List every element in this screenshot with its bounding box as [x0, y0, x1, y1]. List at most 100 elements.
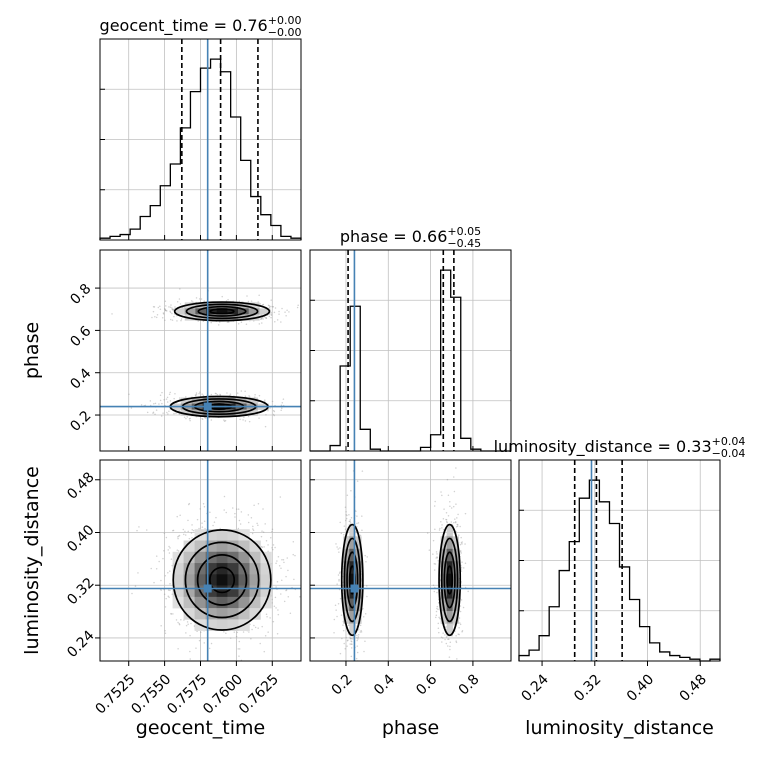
density-cell	[227, 540, 239, 553]
scatter-point	[276, 581, 279, 583]
scatter-point	[447, 664, 449, 666]
scatter-point	[155, 567, 158, 570]
scatter-point	[456, 658, 458, 660]
scatter-point	[337, 548, 339, 550]
scatter-point	[192, 529, 195, 532]
scatter-point	[453, 623, 456, 626]
scatter-point	[435, 614, 438, 617]
contour-line	[343, 537, 362, 623]
scatter-point	[128, 393, 130, 396]
scatter-point	[447, 645, 449, 647]
scatter-point	[450, 521, 453, 523]
scatter-point	[459, 550, 462, 552]
scatter-point	[359, 534, 362, 537]
scatter-point	[348, 520, 351, 523]
scatter-point	[302, 613, 304, 615]
scatter-point	[188, 418, 191, 420]
scatter-point	[343, 642, 345, 645]
y-tick-label: 0.4	[67, 365, 94, 392]
scatter-point	[165, 309, 167, 312]
scatter-point	[354, 664, 356, 666]
scatter-point	[184, 530, 186, 533]
scatter-point	[137, 572, 139, 574]
density-cell	[184, 302, 196, 309]
scatter-point	[196, 518, 199, 521]
scatter-point	[349, 522, 352, 524]
contour-line	[446, 565, 454, 595]
density-cell	[216, 585, 228, 598]
hist-bar	[330, 446, 340, 451]
density-cell	[452, 586, 459, 599]
scatter-point	[437, 559, 439, 562]
scatter-point	[167, 595, 170, 598]
scatter-point	[438, 631, 440, 634]
scatter-point	[237, 323, 240, 325]
density-cell	[446, 561, 453, 575]
scatter-point	[260, 317, 263, 320]
scatter-point	[163, 532, 166, 534]
scatter-point	[258, 417, 260, 419]
scatter-point	[161, 391, 163, 394]
scatter-point	[178, 298, 181, 300]
scatter-point	[189, 417, 191, 420]
hist-bar	[599, 502, 609, 661]
density-cell	[238, 574, 250, 586]
density-cell	[249, 540, 261, 553]
scatter-point	[262, 303, 265, 306]
contour-line	[440, 537, 459, 623]
scatter-point	[338, 578, 340, 581]
scatter-point	[360, 629, 362, 632]
scatter-point	[443, 675, 445, 677]
scatter-point	[197, 320, 199, 322]
scatter-point	[250, 300, 253, 302]
scatter-point	[366, 556, 368, 558]
scatter-point	[154, 402, 157, 405]
scatter-point	[208, 647, 211, 650]
scatter-point	[167, 549, 169, 551]
density-cell	[246, 409, 258, 416]
scatter-point	[349, 643, 351, 645]
scatter-point	[441, 527, 443, 529]
scatter-point	[168, 545, 170, 548]
title-sub: −0.45	[447, 237, 481, 250]
title-main: luminosity_distance = 0.33	[494, 437, 712, 457]
hist-bar	[620, 567, 630, 661]
scatter-point	[215, 516, 217, 519]
scatter-point	[131, 592, 133, 595]
density-cell	[216, 529, 228, 541]
scatter-point	[436, 605, 439, 608]
scatter-point	[335, 543, 337, 545]
scatter-point	[172, 309, 174, 311]
scatter-point	[262, 304, 264, 306]
scatter-point	[175, 412, 177, 414]
hist-bar	[231, 117, 241, 240]
scatter-point	[167, 571, 169, 574]
hist-bar	[431, 435, 441, 451]
scatter-point	[271, 400, 274, 403]
scatter-point	[336, 546, 338, 548]
density-cell	[194, 540, 206, 553]
scatter-point	[434, 528, 436, 531]
scatter-point	[213, 521, 216, 523]
scatter-point	[248, 420, 251, 423]
scatter-point	[340, 532, 343, 535]
scatter-point	[441, 641, 443, 643]
scatter-point	[162, 313, 165, 315]
scatter-point	[364, 612, 367, 615]
density-cell	[238, 608, 250, 620]
scatter-point	[436, 591, 438, 594]
density-cell	[227, 585, 239, 598]
scatter-point	[245, 323, 248, 326]
hist-bar	[660, 652, 670, 661]
scatter-point	[461, 541, 463, 543]
scatter-point	[350, 637, 353, 640]
scatter-point	[455, 641, 458, 644]
scatter-point	[237, 648, 239, 650]
scatter-point	[200, 298, 203, 300]
scatter-point	[210, 321, 212, 324]
scatter-point	[158, 560, 160, 563]
scatter-point	[267, 544, 269, 546]
scatter-point	[231, 507, 234, 509]
scatter-point	[189, 650, 191, 653]
scatter-point	[282, 398, 285, 400]
